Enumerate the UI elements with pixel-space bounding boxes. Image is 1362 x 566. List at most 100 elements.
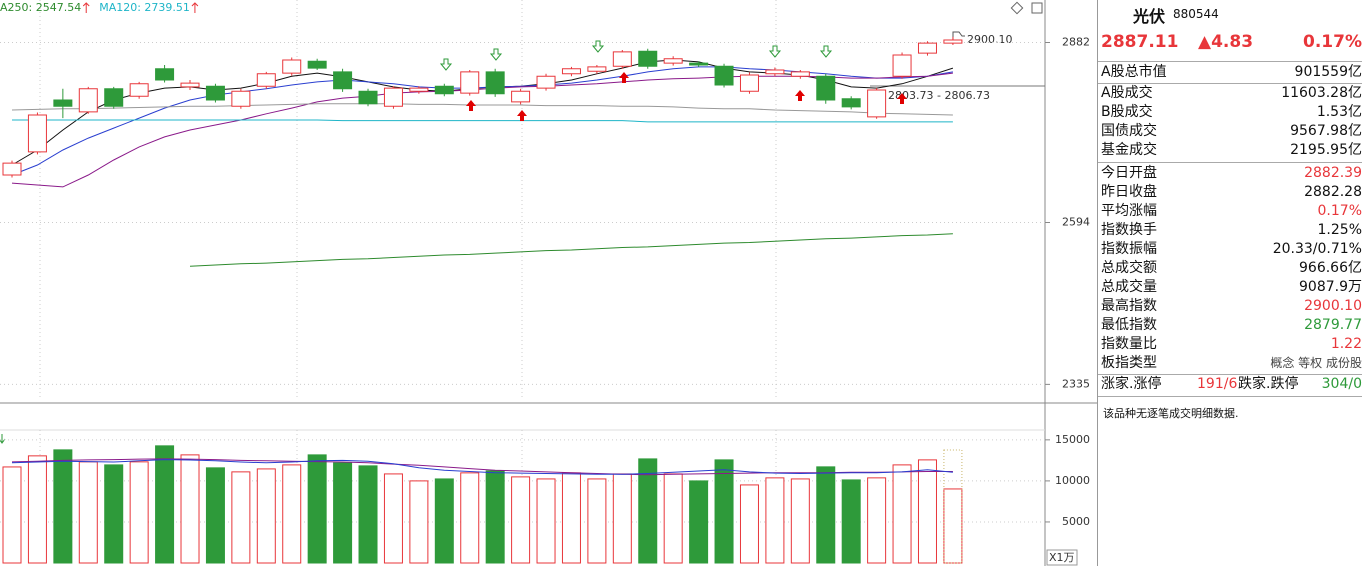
buy-signal [517, 110, 527, 121]
value: 9087.9万 [1299, 279, 1362, 295]
arrow-icon [0, 434, 6, 444]
sell-signal [591, 40, 605, 53]
value: 20.33/0.71% [1272, 241, 1362, 257]
y-tick-label: 2882 [1062, 36, 1090, 49]
volume-bar [841, 479, 861, 564]
legend-arrow [82, 2, 90, 13]
info-row: 指数振幅 20.33/0.71% [1101, 240, 1362, 259]
candle-body [231, 90, 251, 107]
sell-signal [489, 48, 503, 61]
y-tick-label: 10000 [1055, 474, 1090, 487]
volume-bar [485, 470, 505, 564]
info-row: 指数量比 1.22 [1101, 335, 1362, 354]
volume-bar [511, 476, 531, 564]
candle-body [460, 71, 480, 94]
change: ▲4.83 [1198, 32, 1254, 52]
ma-line [12, 119, 953, 123]
label: 最低指数 [1101, 317, 1157, 333]
volume-bar [180, 454, 200, 564]
note: 该品种无逐笔成交明细数据. [1103, 407, 1239, 420]
candle-body [104, 88, 124, 107]
ma-line [11, 458, 953, 476]
buy-signal [897, 93, 907, 104]
candle-body [739, 74, 759, 92]
candle-body [333, 71, 353, 90]
label: 平均涨幅 [1101, 203, 1157, 219]
candle-body [27, 114, 47, 153]
legend-item: A250: 2547.54 [0, 1, 81, 14]
info-row: 基金成交 2195.95亿 [1101, 141, 1362, 160]
candle-body [485, 71, 505, 95]
y-tick-label: 15000 [1055, 433, 1090, 446]
tool-icon[interactable] [1031, 2, 1043, 14]
value: 9567.98亿 [1290, 123, 1362, 139]
candle-body [714, 65, 734, 86]
label: A股成交 [1101, 85, 1153, 101]
candle-body [53, 99, 73, 107]
volume-bar [383, 473, 403, 564]
candle-body [256, 73, 276, 87]
volume-bar [282, 464, 302, 564]
volume-bar [104, 464, 124, 564]
label: 跌家.跌停 [1238, 376, 1299, 392]
info-row: 今日开盘 2882.39 [1101, 164, 1362, 183]
candle-body [78, 88, 98, 113]
quote-panel: 光伏 880544 2887.11 ▲4.83 0.17% 板指类型 概念 等权… [1097, 0, 1362, 566]
info-row: 指数换手 1.25% [1101, 221, 1362, 240]
volume-bar [231, 471, 251, 564]
info-row: 总成交量 9087.9万 [1101, 278, 1362, 297]
info-row: 昨日收盘 2882.28 [1101, 183, 1362, 202]
label: 指数量比 [1101, 336, 1157, 352]
ma-line [11, 103, 953, 116]
value: 2195.95亿 [1290, 142, 1362, 158]
candle-body [2, 162, 22, 176]
annotation: 2900.10 [967, 33, 1013, 46]
volume-bar [409, 480, 429, 564]
candle-body [689, 62, 709, 66]
candle-body [790, 71, 810, 77]
stock-name: 光伏 [1133, 7, 1166, 26]
label: 总成交额 [1101, 260, 1157, 276]
volume-bar [892, 464, 912, 564]
separator [1098, 396, 1362, 397]
label: 指数换手 [1101, 222, 1157, 238]
volume-bar [256, 468, 276, 564]
candle-body [841, 98, 861, 108]
value: 1.53亿 [1316, 104, 1362, 120]
info-row: 最高指数 2900.10 [1101, 297, 1362, 316]
volume-bar [155, 445, 175, 564]
candle-body [638, 50, 658, 67]
volume-bar [536, 478, 556, 564]
candle-body [917, 42, 937, 54]
info-row: 平均涨幅 0.17% [1101, 202, 1362, 221]
value: 304/0 [1321, 376, 1362, 392]
label: B股成交 [1101, 104, 1153, 120]
ma-line [11, 459, 953, 475]
volume-bar [307, 454, 327, 564]
chart: X1万 2900.10 2803.73 - 2806.73 2882 2594 23… [0, 0, 1097, 566]
stock-code: 880544 [1173, 7, 1219, 21]
candle-body [816, 75, 836, 101]
value: 191/6 [1197, 376, 1238, 392]
label: 板指类型 [1101, 355, 1157, 371]
volume-bar [689, 480, 709, 564]
separator [1098, 162, 1362, 163]
volume-bar [765, 477, 785, 564]
tool-icon[interactable] [1010, 1, 1024, 15]
candle-body [155, 68, 175, 81]
label: A股总市值 [1101, 64, 1167, 80]
volume-bar [943, 488, 963, 564]
volume-bar [129, 461, 149, 564]
high-flag [952, 31, 965, 40]
board-row: 板指类型 概念 等权 成份股 [1101, 354, 1362, 373]
value: 2882.28 [1304, 184, 1362, 200]
candle-body [943, 39, 963, 44]
volume-bar [587, 478, 607, 564]
value: 2900.10 [1304, 298, 1362, 314]
candle-body [765, 69, 785, 75]
change-pct: 0.17% [1303, 32, 1362, 52]
value: 11603.28亿 [1281, 85, 1362, 101]
volume-bar [917, 459, 937, 564]
volume-bar [205, 467, 225, 564]
